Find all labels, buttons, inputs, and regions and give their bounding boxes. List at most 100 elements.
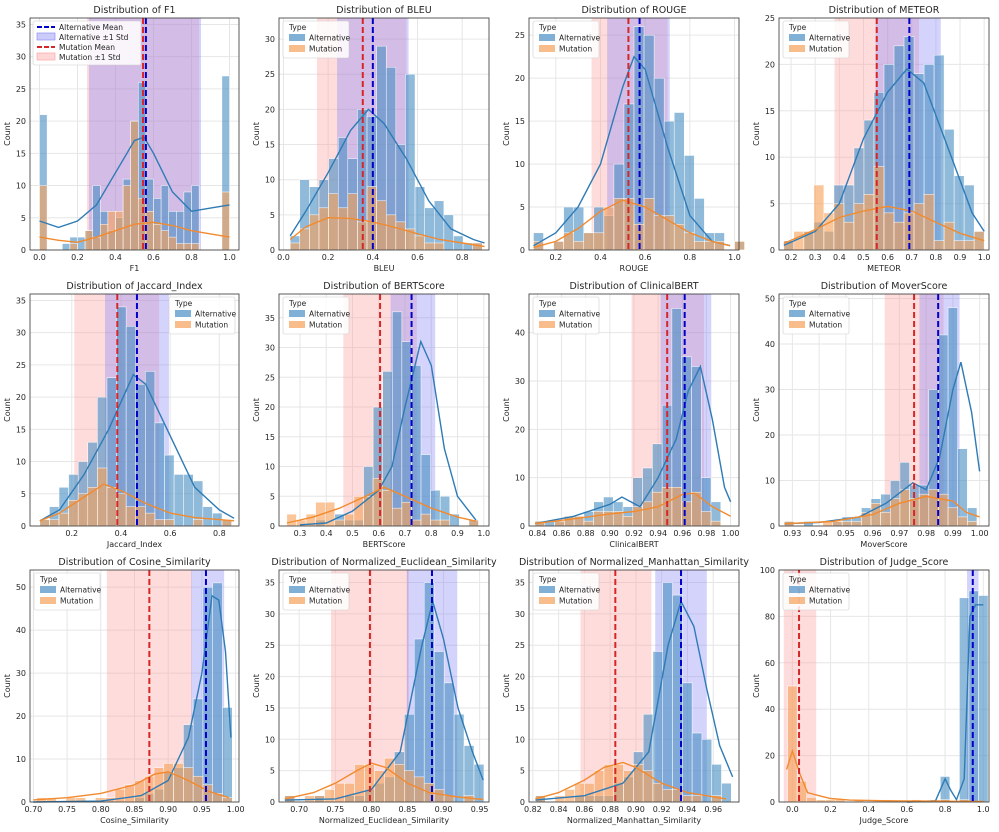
y-tick-label: 30 bbox=[16, 53, 26, 62]
mutation-bar bbox=[77, 493, 89, 527]
y-tick-label: 10 bbox=[265, 735, 275, 744]
y-tick-label: 5 bbox=[21, 214, 26, 223]
legend-title: Type bbox=[174, 299, 193, 308]
chart-title: Distribution of METEOR bbox=[829, 5, 940, 16]
legend-mutation-swatch bbox=[289, 321, 305, 328]
x-tick-label: 0.0 bbox=[33, 253, 46, 262]
chart-title: Distribution of ClinicalBERT bbox=[569, 281, 698, 292]
legend-mutation-label: Mutation bbox=[195, 321, 228, 330]
y-tick-label: 15 bbox=[515, 117, 525, 126]
legend-alternative-swatch bbox=[40, 586, 56, 593]
legend-alternative-label: Alternative bbox=[559, 586, 601, 595]
mutation-bar bbox=[173, 763, 184, 803]
legend-mutation-swatch bbox=[789, 597, 805, 604]
alternative-bar bbox=[164, 454, 175, 527]
mutation-bar bbox=[928, 489, 939, 527]
x-tick-label: 1.0 bbox=[977, 805, 990, 814]
legend-mutation-swatch bbox=[539, 321, 555, 328]
mutation-bar bbox=[633, 764, 644, 803]
x-tick-label: 0.7 bbox=[905, 253, 918, 262]
y-axis-label: Count bbox=[752, 122, 761, 146]
plot-frame bbox=[278, 17, 490, 251]
legend-mutation-std-label: Mutation ±1 Std bbox=[59, 53, 121, 62]
x-tick-label: 0.6 bbox=[901, 805, 914, 814]
legend-mutation-swatch bbox=[789, 45, 805, 52]
legend-alternative-swatch bbox=[539, 310, 555, 317]
legend-mutation-std-swatch bbox=[36, 52, 56, 61]
legend-alternative-swatch bbox=[789, 34, 805, 41]
x-tick-label: 0.92 bbox=[625, 529, 643, 538]
alternative-bar bbox=[453, 713, 465, 803]
y-tick-label: 10 bbox=[515, 160, 525, 169]
mutation-bar bbox=[92, 236, 101, 251]
mutation-bar bbox=[401, 501, 412, 527]
legend-alternative-swatch bbox=[539, 34, 555, 41]
x-tick-label: 0.8 bbox=[185, 253, 198, 262]
x-tick-label: 0.90 bbox=[435, 805, 453, 814]
y-tick-label: 25 bbox=[16, 361, 26, 370]
plot-frame bbox=[278, 293, 490, 527]
mutation-bar bbox=[366, 186, 377, 251]
mutation-bar bbox=[202, 784, 213, 803]
alternative-bar bbox=[701, 739, 712, 803]
x-tick-label: 0.88 bbox=[577, 529, 595, 538]
legend-alternative-swatch bbox=[289, 586, 305, 593]
mutation-bar bbox=[787, 685, 798, 803]
x-tick-label: 0.4 bbox=[862, 805, 875, 814]
chart-panel-11: 0.82 0.84 0.86 0.88 0.90 0.92 0.94 0.96 0 5 10 15 20… bbox=[502, 557, 749, 825]
y-tick-label: 0 bbox=[520, 246, 525, 255]
y-tick-label: 0 bbox=[270, 522, 275, 531]
plot-frame bbox=[528, 569, 740, 803]
legend-alternative-swatch bbox=[289, 34, 305, 41]
mutation-bar bbox=[193, 519, 204, 527]
chart-title: Distribution of BLEU bbox=[336, 5, 431, 16]
mutation-bar bbox=[114, 788, 125, 803]
x-tick-label: 1.00 bbox=[722, 529, 740, 538]
x-axis-label: METEOR bbox=[867, 264, 901, 273]
mutation-bar bbox=[734, 241, 745, 251]
chart-title: Distribution of MoverScore bbox=[821, 281, 948, 292]
mutation-bar bbox=[554, 520, 565, 527]
alternative-bar bbox=[947, 307, 958, 527]
alternative-bar bbox=[202, 506, 213, 527]
mutation-bar bbox=[918, 493, 930, 527]
alternative-kde-line bbox=[906, 604, 984, 803]
mutation-bar bbox=[933, 240, 945, 251]
y-tick-label: 10 bbox=[265, 176, 275, 185]
mutation-bar bbox=[384, 757, 395, 803]
mutation-bar bbox=[192, 775, 204, 803]
mutation-bar bbox=[328, 193, 339, 251]
mutation-bar bbox=[653, 215, 665, 251]
x-tick-label: 0.70 bbox=[290, 805, 308, 814]
alternative-bar bbox=[405, 73, 416, 251]
alternative-bar bbox=[183, 191, 192, 251]
chart-panel-2: 0.0 0.2 0.4 0.6 0.8 0 5 10 15 20 25 30 Distribution … bbox=[252, 5, 490, 273]
alternative-bar bbox=[433, 651, 445, 803]
mutation-bar bbox=[832, 521, 843, 527]
legend-title: Type bbox=[538, 299, 557, 308]
x-tick-label: 0.8 bbox=[683, 253, 696, 262]
x-tick-label: 0.2 bbox=[549, 253, 562, 262]
plot-frame bbox=[29, 569, 240, 803]
x-tick-label: 0.75 bbox=[326, 805, 344, 814]
y-tick-label: 50 bbox=[16, 583, 26, 592]
legend-alternative-label: Alternative bbox=[60, 586, 102, 595]
x-tick-label: 0.70 bbox=[24, 805, 42, 814]
alternative-bar bbox=[191, 185, 200, 251]
plot-frame bbox=[528, 293, 740, 527]
x-tick-label: 0.96 bbox=[673, 529, 691, 538]
legend-alternative-label: Alternative bbox=[809, 586, 851, 595]
x-tick-label: 0.6 bbox=[411, 253, 424, 262]
legend-mutation-label: Mutation bbox=[309, 45, 342, 54]
chart-panel-9: 0.70 0.75 0.80 0.85 0.90 0.95 1.00 0 10 20 30 40 50 D… bbox=[3, 557, 245, 825]
x-tick-label: 0.98 bbox=[917, 529, 935, 538]
x-tick-label: 1.00 bbox=[227, 805, 245, 814]
y-tick-label: 0 bbox=[770, 522, 775, 531]
y-tick-label: 25 bbox=[515, 641, 525, 650]
chart-title: Distribution of ROUGE bbox=[581, 5, 686, 16]
legend-mutation-swatch bbox=[289, 597, 305, 604]
mutation-bar bbox=[893, 221, 905, 251]
alternative-kde-line bbox=[284, 598, 484, 801]
